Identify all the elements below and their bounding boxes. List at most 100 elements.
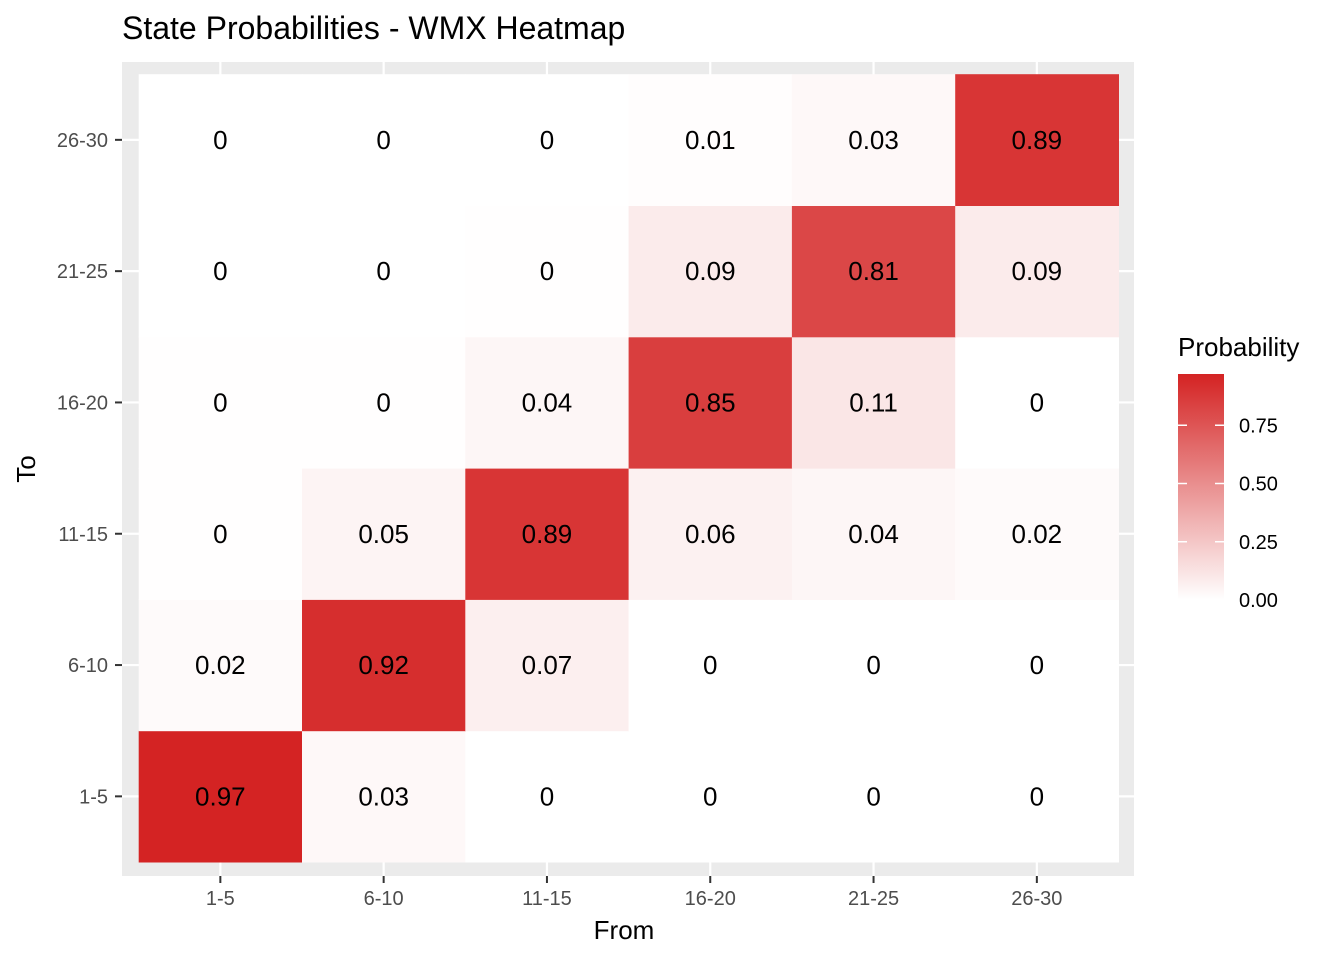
y-tick-label: 1-5	[79, 786, 108, 808]
cell-value-label: 0.85	[685, 387, 736, 417]
heatmap-cell	[628, 205, 793, 338]
heatmap-cell	[138, 74, 303, 206]
cell-value-label: 0.89	[1012, 125, 1063, 155]
cell-value-label: 0	[213, 256, 227, 286]
heatmap-cell	[628, 599, 793, 732]
cell-value-label: 0.11	[849, 387, 898, 417]
heatmap-cell	[955, 468, 1119, 600]
y-axis: 1-5 6-10 11-15 16-20 21-25 26-30	[57, 130, 122, 808]
heatmap-cell	[955, 205, 1119, 338]
heatmap-cell	[138, 336, 303, 469]
cell-value-label: 0	[1030, 781, 1044, 811]
cell-value-label: 0.03	[358, 781, 409, 811]
cell-value-label: 0.02	[1012, 519, 1063, 549]
y-tick-label: 16-20	[57, 392, 108, 414]
chart-title: State Probabilities - WMX Heatmap	[122, 10, 625, 46]
cell-value-label: 0	[1030, 650, 1044, 680]
cell-value-label: 0.09	[685, 256, 736, 286]
cell-value-label: 0.06	[685, 519, 736, 549]
heatmap-cell	[791, 599, 956, 732]
x-tick-label: 11-15	[522, 888, 572, 910]
x-axis: 1-5 6-10 11-15 16-20 21-25 26-30	[206, 876, 1062, 910]
heatmap-cell	[955, 599, 1119, 732]
legend-tick-label: 0.50	[1239, 474, 1278, 496]
heatmap-cell	[302, 730, 466, 863]
heatmap-cell	[302, 74, 466, 206]
cell-value-label: 0.92	[358, 650, 409, 680]
cell-value-label: 0	[540, 781, 554, 811]
y-axis-title: To	[11, 455, 41, 482]
cell-value-label: 0	[703, 650, 717, 680]
cell-value-label: 0	[866, 781, 880, 811]
heatmap-cell	[628, 468, 793, 600]
cell-value-label: 0	[703, 781, 717, 811]
heatmap-cell	[791, 205, 956, 338]
cell-value-label: 0.81	[848, 256, 899, 286]
heatmap-cell	[955, 336, 1119, 469]
cell-value-label: 0	[213, 125, 227, 155]
cell-value-label: 0.89	[522, 519, 573, 549]
x-axis-title: From	[594, 915, 655, 945]
heatmap-cell	[465, 205, 630, 338]
heatmap-cell	[138, 730, 303, 863]
x-tick-label: 21-25	[848, 888, 899, 910]
legend-title: Probability	[1178, 332, 1299, 362]
heatmap-cell	[628, 74, 793, 206]
cell-value-label: 0	[213, 519, 227, 549]
cell-value-label: 0.09	[1012, 256, 1063, 286]
heatmap-cell	[138, 599, 303, 732]
heatmap-cell	[302, 205, 466, 338]
heatmap-cell	[791, 468, 956, 600]
cell-value-label: 0	[1030, 387, 1044, 417]
heatmap-cell	[791, 74, 956, 206]
cell-labels: 0.97 0.03 0 0 0 0 0.02 0.92 0.07 0 0 0 0 0.05 0.89 0.06…	[195, 125, 1063, 811]
cell-value-label: 0.04	[848, 519, 899, 549]
heatmap-cells	[138, 74, 1119, 863]
heatmap-cell	[628, 336, 793, 469]
heatmap-cell	[465, 74, 630, 206]
heatmap-cell	[628, 730, 793, 863]
heatmap-cell	[138, 205, 303, 338]
cell-value-label: 0.07	[522, 650, 573, 680]
x-tick-label: 6-10	[364, 888, 404, 910]
cell-value-label: 0.01	[685, 125, 736, 155]
cell-value-label: 0	[376, 256, 390, 286]
heatmap-cell	[302, 336, 466, 469]
heatmap-cell	[791, 336, 956, 469]
heatmap-cell	[465, 468, 630, 600]
x-tick-label: 1-5	[206, 888, 235, 910]
heatmap-cell	[791, 730, 956, 863]
legend-ticks: 0.75 0.50 0.25 0.00	[1178, 415, 1278, 612]
heatmap-cell	[465, 599, 630, 732]
cell-value-label: 0.02	[195, 650, 246, 680]
cell-value-label: 0.97	[195, 781, 246, 811]
cell-value-label: 0.05	[358, 519, 409, 549]
legend-tick-label: 0.00	[1239, 590, 1278, 612]
x-tick-label: 26-30	[1011, 888, 1062, 910]
heatmap-cell	[955, 730, 1119, 863]
heatmap-cell	[302, 599, 466, 732]
y-tick-label: 21-25	[57, 261, 108, 283]
legend-tick-label: 0.25	[1239, 532, 1278, 554]
cell-value-label: 0	[866, 650, 880, 680]
legend-tick-label: 0.75	[1239, 415, 1278, 437]
legend-colorbar	[1178, 374, 1224, 600]
x-tick-label: 16-20	[685, 888, 736, 910]
cell-value-label: 0	[376, 387, 390, 417]
y-tick-label: 6-10	[68, 655, 108, 677]
cell-value-label: 0.04	[522, 387, 573, 417]
cell-value-label: 0	[213, 387, 227, 417]
y-tick-label: 11-15	[58, 524, 108, 546]
legend: Probability 0.75 0.50 0.25 0.00	[1178, 332, 1299, 612]
y-tick-label: 26-30	[57, 130, 108, 152]
heatmap-cell	[302, 468, 466, 600]
cell-value-label: 0	[540, 125, 554, 155]
cell-value-label: 0	[376, 125, 390, 155]
heatmap-cell	[465, 336, 630, 469]
cell-value-label: 0	[540, 256, 554, 286]
heatmap-cell	[138, 468, 303, 600]
heatmap-cell	[955, 74, 1119, 206]
heatmap-cell	[465, 730, 630, 863]
cell-value-label: 0.03	[848, 125, 899, 155]
